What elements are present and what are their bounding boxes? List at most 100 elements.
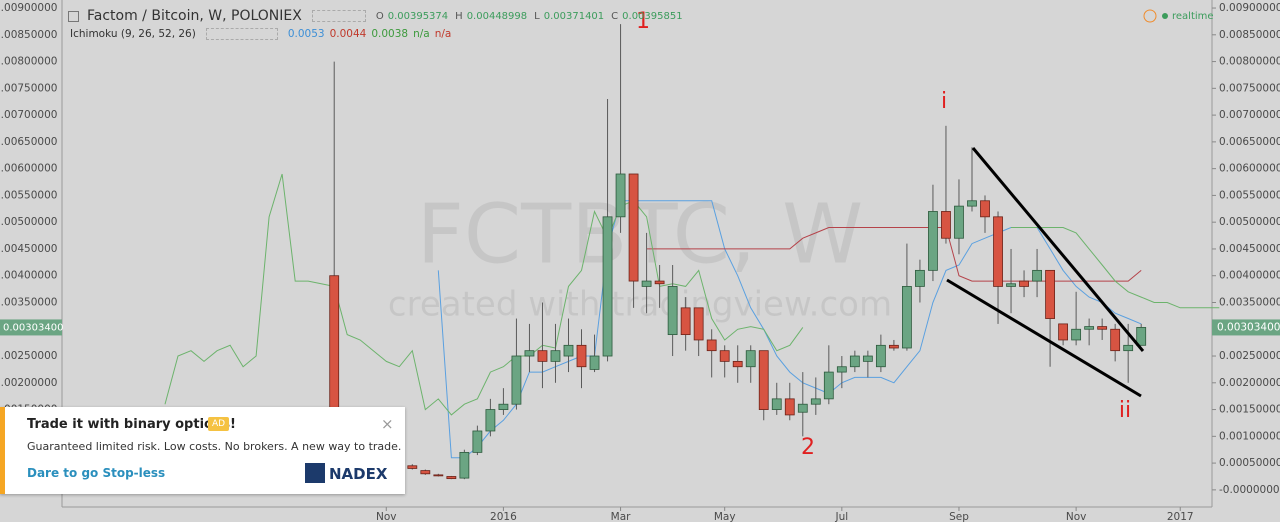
symbol: Factom / Bitcoin, W, POLONIEX: [87, 8, 302, 24]
candle-body: [941, 211, 951, 239]
candle-body: [954, 205, 964, 239]
candle-body: [602, 216, 613, 357]
symbol-header: Factom / Bitcoin, W, POLONIEX O 0.0039537…: [68, 8, 686, 24]
ad-badge: AD: [208, 417, 230, 431]
candle-body: [615, 173, 626, 218]
ad-close[interactable]: ×: [381, 415, 394, 433]
y-tick-label-left: 0.00650000: [0, 136, 57, 148]
annotation: ii: [1119, 398, 1131, 423]
last-price-tag: [1212, 319, 1280, 336]
candle-body: [1006, 283, 1016, 287]
ad-text: Guaranteed limited risk. Low costs. No b…: [27, 440, 402, 453]
candle-body: [563, 344, 574, 357]
candle-body: [1045, 269, 1055, 319]
candle-body: [1019, 280, 1029, 287]
x-tick-label: Jul: [834, 511, 848, 522]
status-dot: [1162, 13, 1168, 19]
collapse-icon[interactable]: [68, 10, 79, 22]
candle-body: [719, 350, 730, 362]
ohlc-label: C: [611, 10, 619, 22]
candle-body: [628, 173, 639, 282]
y-tick-label: 0.00850000: [1219, 29, 1280, 41]
indicator-line: [646, 227, 1142, 282]
y-tick-label: 0.00750000: [1219, 82, 1280, 94]
ohlc-label: L: [534, 10, 540, 22]
candle-body: [329, 275, 340, 421]
candle-body: [680, 307, 691, 336]
indicator-line: [1011, 227, 1220, 309]
candle-body: [1084, 326, 1095, 330]
plot: [164, 24, 1220, 480]
candle-body: [589, 355, 600, 370]
x-tick-label: 2016: [490, 511, 517, 522]
candle-body: [420, 470, 431, 475]
candle-body: [758, 350, 769, 410]
candle-body: [849, 355, 860, 368]
y-tick-label-left: 0.00700000: [0, 109, 57, 121]
header-icons[interactable]: [311, 10, 366, 22]
y-tick-label-left: 0.00550000: [0, 189, 57, 201]
candle-body: [1032, 269, 1042, 282]
y-tick-label: 0.00700000: [1219, 109, 1280, 121]
candle-body: [706, 339, 717, 352]
y-tick-label-left: 0.00250000: [0, 350, 57, 362]
y-tick-label: 0.00350000: [1219, 296, 1280, 308]
y-tick-label: 0.00650000: [1219, 136, 1280, 148]
y-tick-label-left: 0.00400000: [0, 270, 57, 282]
candle-body: [641, 280, 652, 287]
y-tick-label-left: 0.00500000: [0, 216, 57, 228]
x-tick-label: 2017: [1167, 511, 1194, 522]
y-tick-label: 0.00900000: [1219, 2, 1280, 14]
x-tick-label: Mar: [611, 511, 631, 522]
candle-body: [928, 211, 938, 271]
y-tick-label-left: 0.00450000: [0, 243, 57, 255]
ohlc-value: 0.00371401: [543, 10, 605, 22]
indicator-values: 0.0053 0.0044 0.0038 n/a n/a: [288, 28, 452, 40]
y-tick-label: 0.00450000: [1219, 243, 1280, 255]
y-tick-label-left: 0.00350000: [0, 296, 57, 308]
annotation: i: [941, 89, 947, 114]
status: realtime: [1172, 11, 1214, 22]
watermark-symbol: FCTBTC, W: [417, 187, 864, 282]
last-price-tag-left: [0, 319, 62, 336]
y-tick-label: 0.00600000: [1219, 163, 1280, 175]
y-tick-label-left: 0.00200000: [0, 377, 57, 389]
indicator: Ichimoku (9, 26, 52, 26): [70, 28, 196, 40]
warning-icon[interactable]: [1143, 9, 1157, 23]
y-tick-label: 0.00150000: [1219, 404, 1280, 416]
candle-body: [993, 216, 1003, 287]
y-tick-label: 0.00500000: [1219, 216, 1280, 228]
last-price-label: 0.00303400: [1217, 321, 1280, 333]
ad-link[interactable]: Dare to go Stop-less: [27, 466, 166, 480]
candle-body: [511, 355, 522, 405]
candle-body: [888, 344, 899, 349]
candle-body: [654, 280, 665, 285]
ohlc-value: 0.00395374: [387, 10, 449, 22]
candle-body: [902, 286, 912, 349]
y-tick-label-left: 0.00900000: [0, 2, 57, 14]
y-tick-label-left: 0.00800000: [0, 56, 57, 68]
y-tick-label: 0.00100000: [1219, 430, 1280, 442]
candle-body: [537, 350, 548, 362]
indicator-value: 0.0038: [371, 28, 409, 40]
candle-body: [1097, 326, 1108, 330]
x-tick-label: Nov: [1066, 511, 1087, 522]
y-tick-label-left: 0.00600000: [0, 163, 57, 175]
ad-logo: [305, 463, 325, 483]
candle-body: [1071, 328, 1082, 341]
candle-body: [693, 307, 704, 341]
y-tick-label: 0.00050000: [1219, 457, 1280, 469]
ohlc-value: 0.00395851: [622, 10, 683, 22]
candle-body: [1058, 323, 1069, 341]
ad-banner[interactable]: Trade it with binary options! AD × Guara…: [0, 407, 405, 494]
y-tick-label: 0.00800000: [1219, 56, 1280, 68]
candle-body: [1123, 344, 1134, 352]
indicator-value: n/a: [434, 28, 452, 40]
candle-body: [915, 269, 925, 287]
indicator-icons[interactable]: [205, 28, 278, 40]
y-tick-label: 0.00400000: [1219, 270, 1280, 282]
candle-body: [875, 344, 886, 368]
wedge-lower: [946, 278, 1142, 398]
watermark-credit: created with tradingview.com: [388, 285, 892, 325]
